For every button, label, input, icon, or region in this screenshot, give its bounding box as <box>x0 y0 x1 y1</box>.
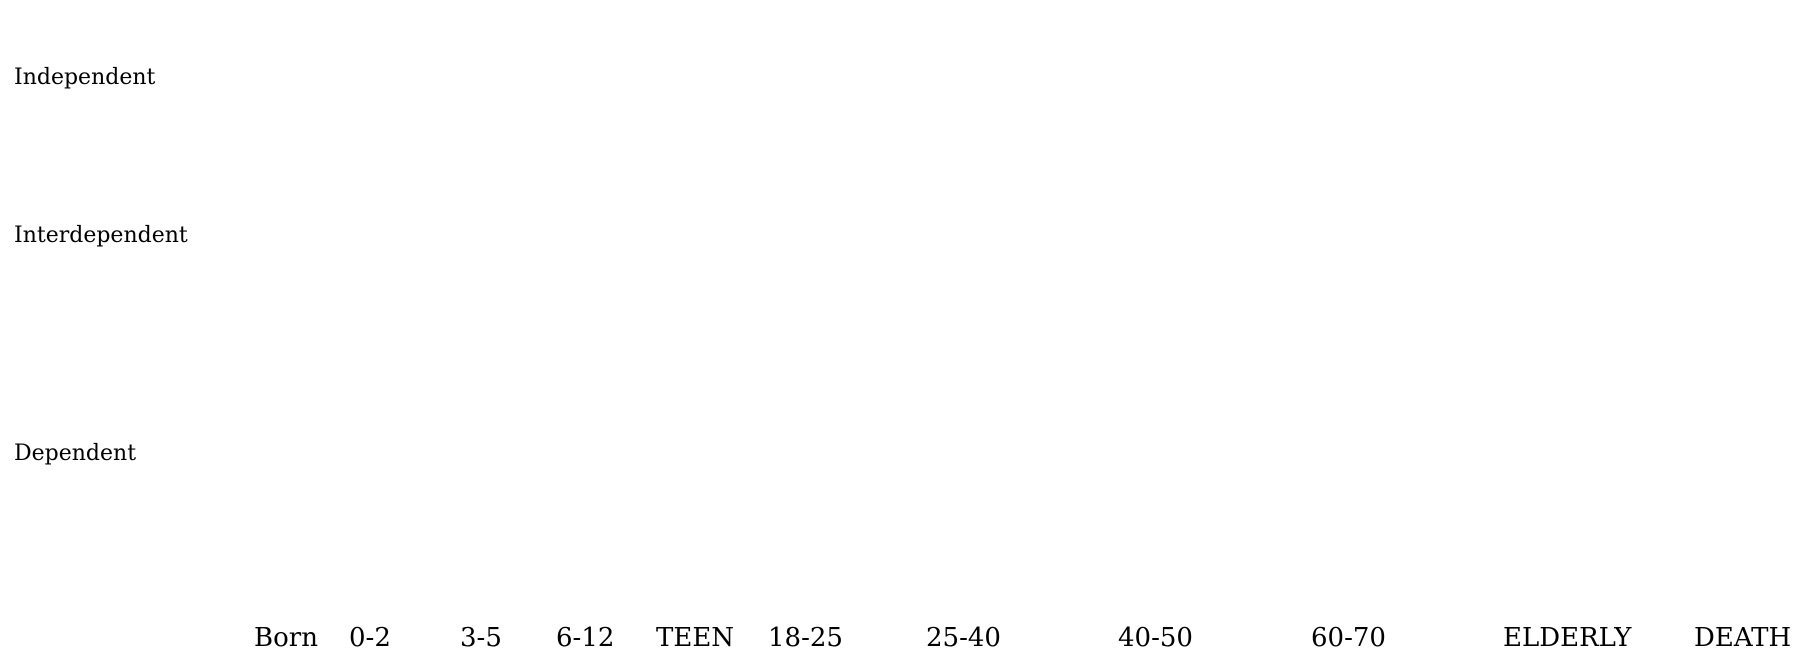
x-label-25-40: 25-40 <box>926 623 1001 650</box>
x-label-6-12: 6-12 <box>556 623 614 650</box>
x-label-40-50: 40-50 <box>1118 623 1193 650</box>
y-label-dependent: Dependent <box>14 441 136 466</box>
y-label-interdependent: Interdependent <box>14 223 188 248</box>
x-label-teen: TEEN <box>656 623 734 650</box>
y-axis-labels: Independent Interdependent Dependent <box>14 65 188 466</box>
x-label-0-2: 0-2 <box>349 623 391 650</box>
x-axis-ticks <box>374 548 1775 596</box>
x-label-elderly: ELDERLY <box>1503 623 1632 650</box>
x-label-18-25: 18-25 <box>768 623 843 650</box>
x-label-born: Born <box>254 623 318 650</box>
y-label-independent: Independent <box>14 65 156 90</box>
x-label-60-70: 60-70 <box>1311 623 1386 650</box>
x-label-3-5: 3-5 <box>460 623 502 650</box>
x-axis-labels: Born 0-2 3-5 6-12 TEEN 18-25 25-40 40-50… <box>254 623 1791 650</box>
x-label-death: DEATH <box>1694 623 1791 650</box>
